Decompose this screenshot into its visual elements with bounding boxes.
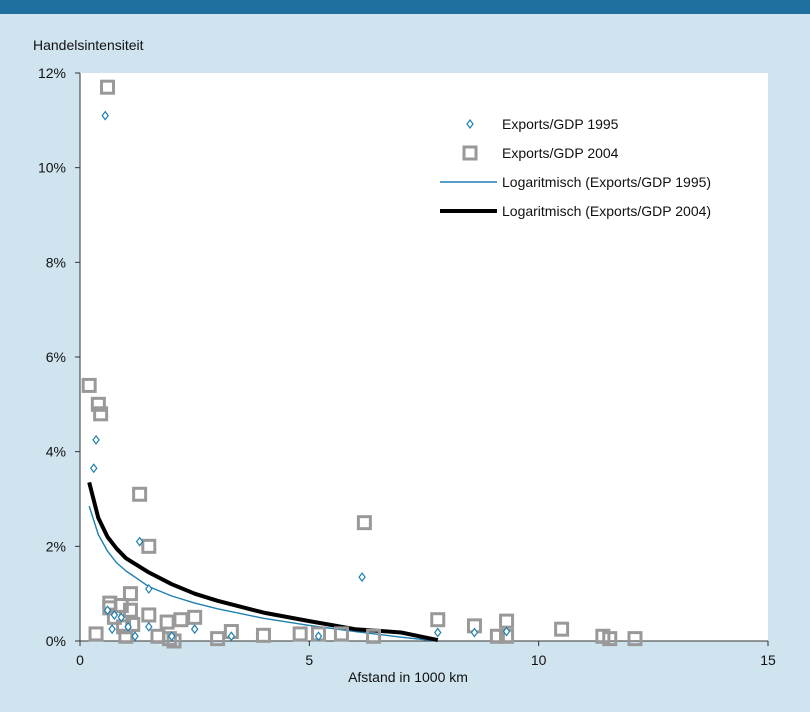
square-marker-2004	[366, 628, 382, 644]
legend-marker-1995	[466, 119, 474, 129]
diamond-marker-1995	[110, 609, 119, 620]
y-tick-label: 4%	[46, 444, 66, 460]
data-markers	[81, 79, 643, 649]
diamond-marker-1995	[227, 631, 236, 642]
y-tick-label: 2%	[46, 538, 66, 554]
diamond-marker-1995	[117, 612, 126, 623]
square-marker-2004	[627, 631, 643, 647]
square-marker-2004	[356, 515, 372, 531]
diamond-marker-1995	[131, 631, 139, 642]
square-marker-2004	[100, 79, 116, 95]
square-marker-2004	[489, 628, 505, 644]
square-marker-2004	[159, 614, 175, 630]
square-marker-2004	[132, 486, 148, 502]
legend: Exports/GDP 1995 Exports/GDP 2004 Logaritm…	[440, 116, 711, 219]
x-tick-label: 10	[531, 652, 547, 668]
diamond-marker-1995	[434, 627, 442, 638]
square-marker-2004	[122, 586, 138, 602]
diamond-marker-1995	[90, 463, 98, 474]
diamond-marker-1995	[92, 434, 100, 445]
y-tick-label: 8%	[46, 254, 66, 270]
square-marker-2004	[93, 406, 109, 422]
x-axis-label: Afstand in 1000 km	[348, 669, 468, 685]
legend-label: Exports/GDP 1995	[502, 116, 619, 132]
square-marker-2004	[81, 377, 97, 393]
top-accent-bar	[0, 0, 810, 14]
diamond-marker-1995	[502, 626, 511, 637]
square-marker-2004	[292, 626, 308, 642]
x-tick-label: 15	[760, 652, 776, 668]
diamond-marker-1995	[145, 621, 153, 632]
diamond-marker-1995	[358, 572, 366, 583]
square-marker-2004	[88, 626, 104, 642]
y-tick-label: 12%	[38, 65, 66, 81]
square-marker-2004	[173, 612, 189, 628]
axes: 0% 2% 4% 6% 8% 10% 12% 0 5 10 15	[38, 65, 776, 668]
legend-label: Logaritmisch (Exports/GDP 1995)	[502, 174, 711, 190]
square-marker-2004	[122, 602, 138, 618]
diamond-marker-1995	[145, 583, 153, 594]
diamond-marker-1995	[314, 631, 323, 642]
square-marker-2004	[141, 607, 157, 623]
square-marker-2004	[210, 631, 226, 647]
square-marker-2004	[90, 396, 106, 412]
square-marker-2004	[255, 627, 271, 643]
x-tick-label: 0	[76, 652, 84, 668]
square-marker-2004	[333, 626, 349, 642]
diamond-marker-1995	[103, 605, 112, 616]
diamond-marker-1995	[101, 110, 109, 121]
square-marker-2004	[187, 609, 203, 625]
diamond-marker-1995	[135, 536, 144, 547]
square-marker-2004	[554, 621, 570, 637]
legend-marker-2004	[462, 145, 478, 161]
square-marker-2004	[602, 631, 618, 647]
x-tick-label: 5	[305, 652, 313, 668]
y-tick-label: 6%	[46, 349, 66, 365]
y-tick-label: 0%	[46, 633, 66, 649]
diamond-marker-1995	[470, 627, 479, 638]
plot-area	[80, 73, 768, 641]
square-marker-2004	[141, 538, 157, 554]
diamond-marker-1995	[124, 621, 132, 632]
diamond-marker-1995	[190, 624, 199, 635]
square-marker-2004	[430, 612, 446, 628]
legend-label: Logaritmisch (Exports/GDP 2004)	[502, 203, 711, 219]
y-axis-label: Handelsintensiteit	[33, 37, 144, 53]
legend-label: Exports/GDP 2004	[502, 145, 619, 161]
y-tick-label: 10%	[38, 160, 66, 176]
diamond-marker-1995	[167, 631, 176, 642]
diamond-marker-1995	[108, 624, 116, 635]
